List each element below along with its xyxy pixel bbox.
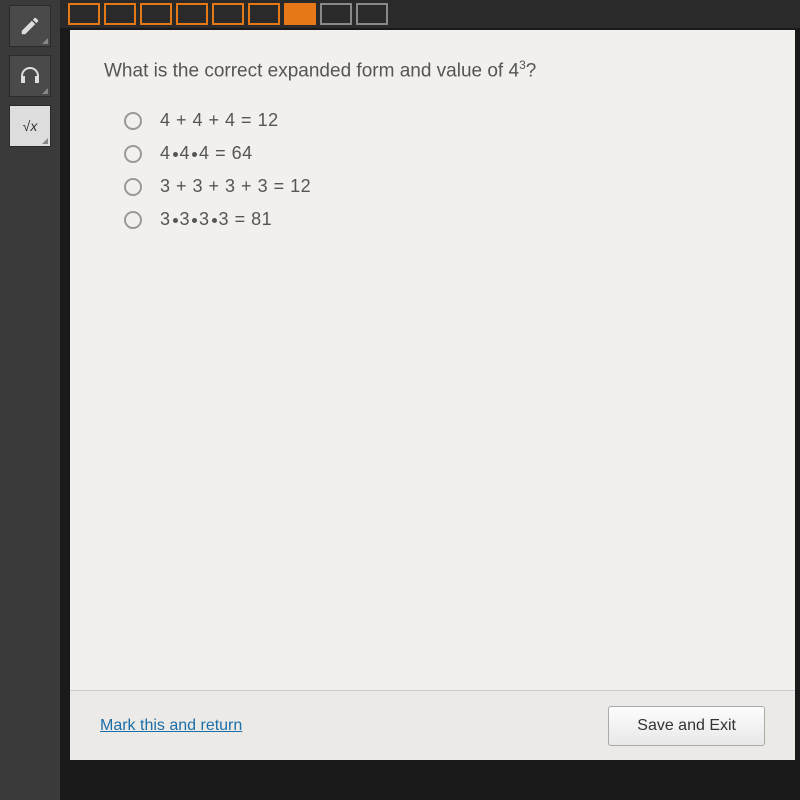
sqrt-label: √x (23, 118, 38, 134)
audio-tool[interactable] (9, 55, 51, 97)
question-nav (60, 0, 800, 28)
nav-item[interactable] (248, 3, 280, 25)
nav-item[interactable] (212, 3, 244, 25)
radio-icon[interactable] (124, 211, 142, 229)
nav-item[interactable] (140, 3, 172, 25)
options-list: 4 + 4 + 4 = 12 444 = 64 3 + 3 + 3 + 3 = … (104, 110, 761, 230)
nav-item[interactable] (320, 3, 352, 25)
question-panel: What is the correct expanded form and va… (70, 30, 795, 760)
footer-bar: Mark this and return Save and Exit (70, 690, 795, 760)
prompt-prefix: What is the correct expanded form and va… (104, 60, 509, 81)
nav-item[interactable] (104, 3, 136, 25)
option-row[interactable]: 3333 = 81 (124, 209, 761, 230)
pencil-icon (19, 15, 41, 37)
prompt-exponent: 3 (519, 58, 526, 72)
option-row[interactable]: 444 = 64 (124, 143, 761, 164)
nav-item[interactable] (68, 3, 100, 25)
save-exit-button[interactable]: Save and Exit (608, 706, 765, 746)
left-toolbar: √x (0, 0, 60, 800)
nav-item[interactable] (176, 3, 208, 25)
pencil-tool[interactable] (9, 5, 51, 47)
radio-icon[interactable] (124, 112, 142, 130)
mark-return-link[interactable]: Mark this and return (100, 717, 242, 735)
option-text: 444 = 64 (160, 143, 253, 164)
question-text: What is the correct expanded form and va… (104, 58, 761, 82)
option-text: 4 + 4 + 4 = 12 (160, 110, 279, 131)
prompt-base: 4 (509, 60, 520, 81)
option-row[interactable]: 4 + 4 + 4 = 12 (124, 110, 761, 131)
option-row[interactable]: 3 + 3 + 3 + 3 = 12 (124, 176, 761, 197)
option-text: 3333 = 81 (160, 209, 272, 230)
prompt-suffix: ? (526, 60, 537, 81)
math-tool[interactable]: √x (9, 105, 51, 147)
headphones-icon (18, 64, 42, 88)
nav-item-current[interactable] (284, 3, 316, 25)
radio-icon[interactable] (124, 145, 142, 163)
nav-item[interactable] (356, 3, 388, 25)
question-body: What is the correct expanded form and va… (70, 30, 795, 690)
radio-icon[interactable] (124, 178, 142, 196)
option-text: 3 + 3 + 3 + 3 = 12 (160, 176, 311, 197)
